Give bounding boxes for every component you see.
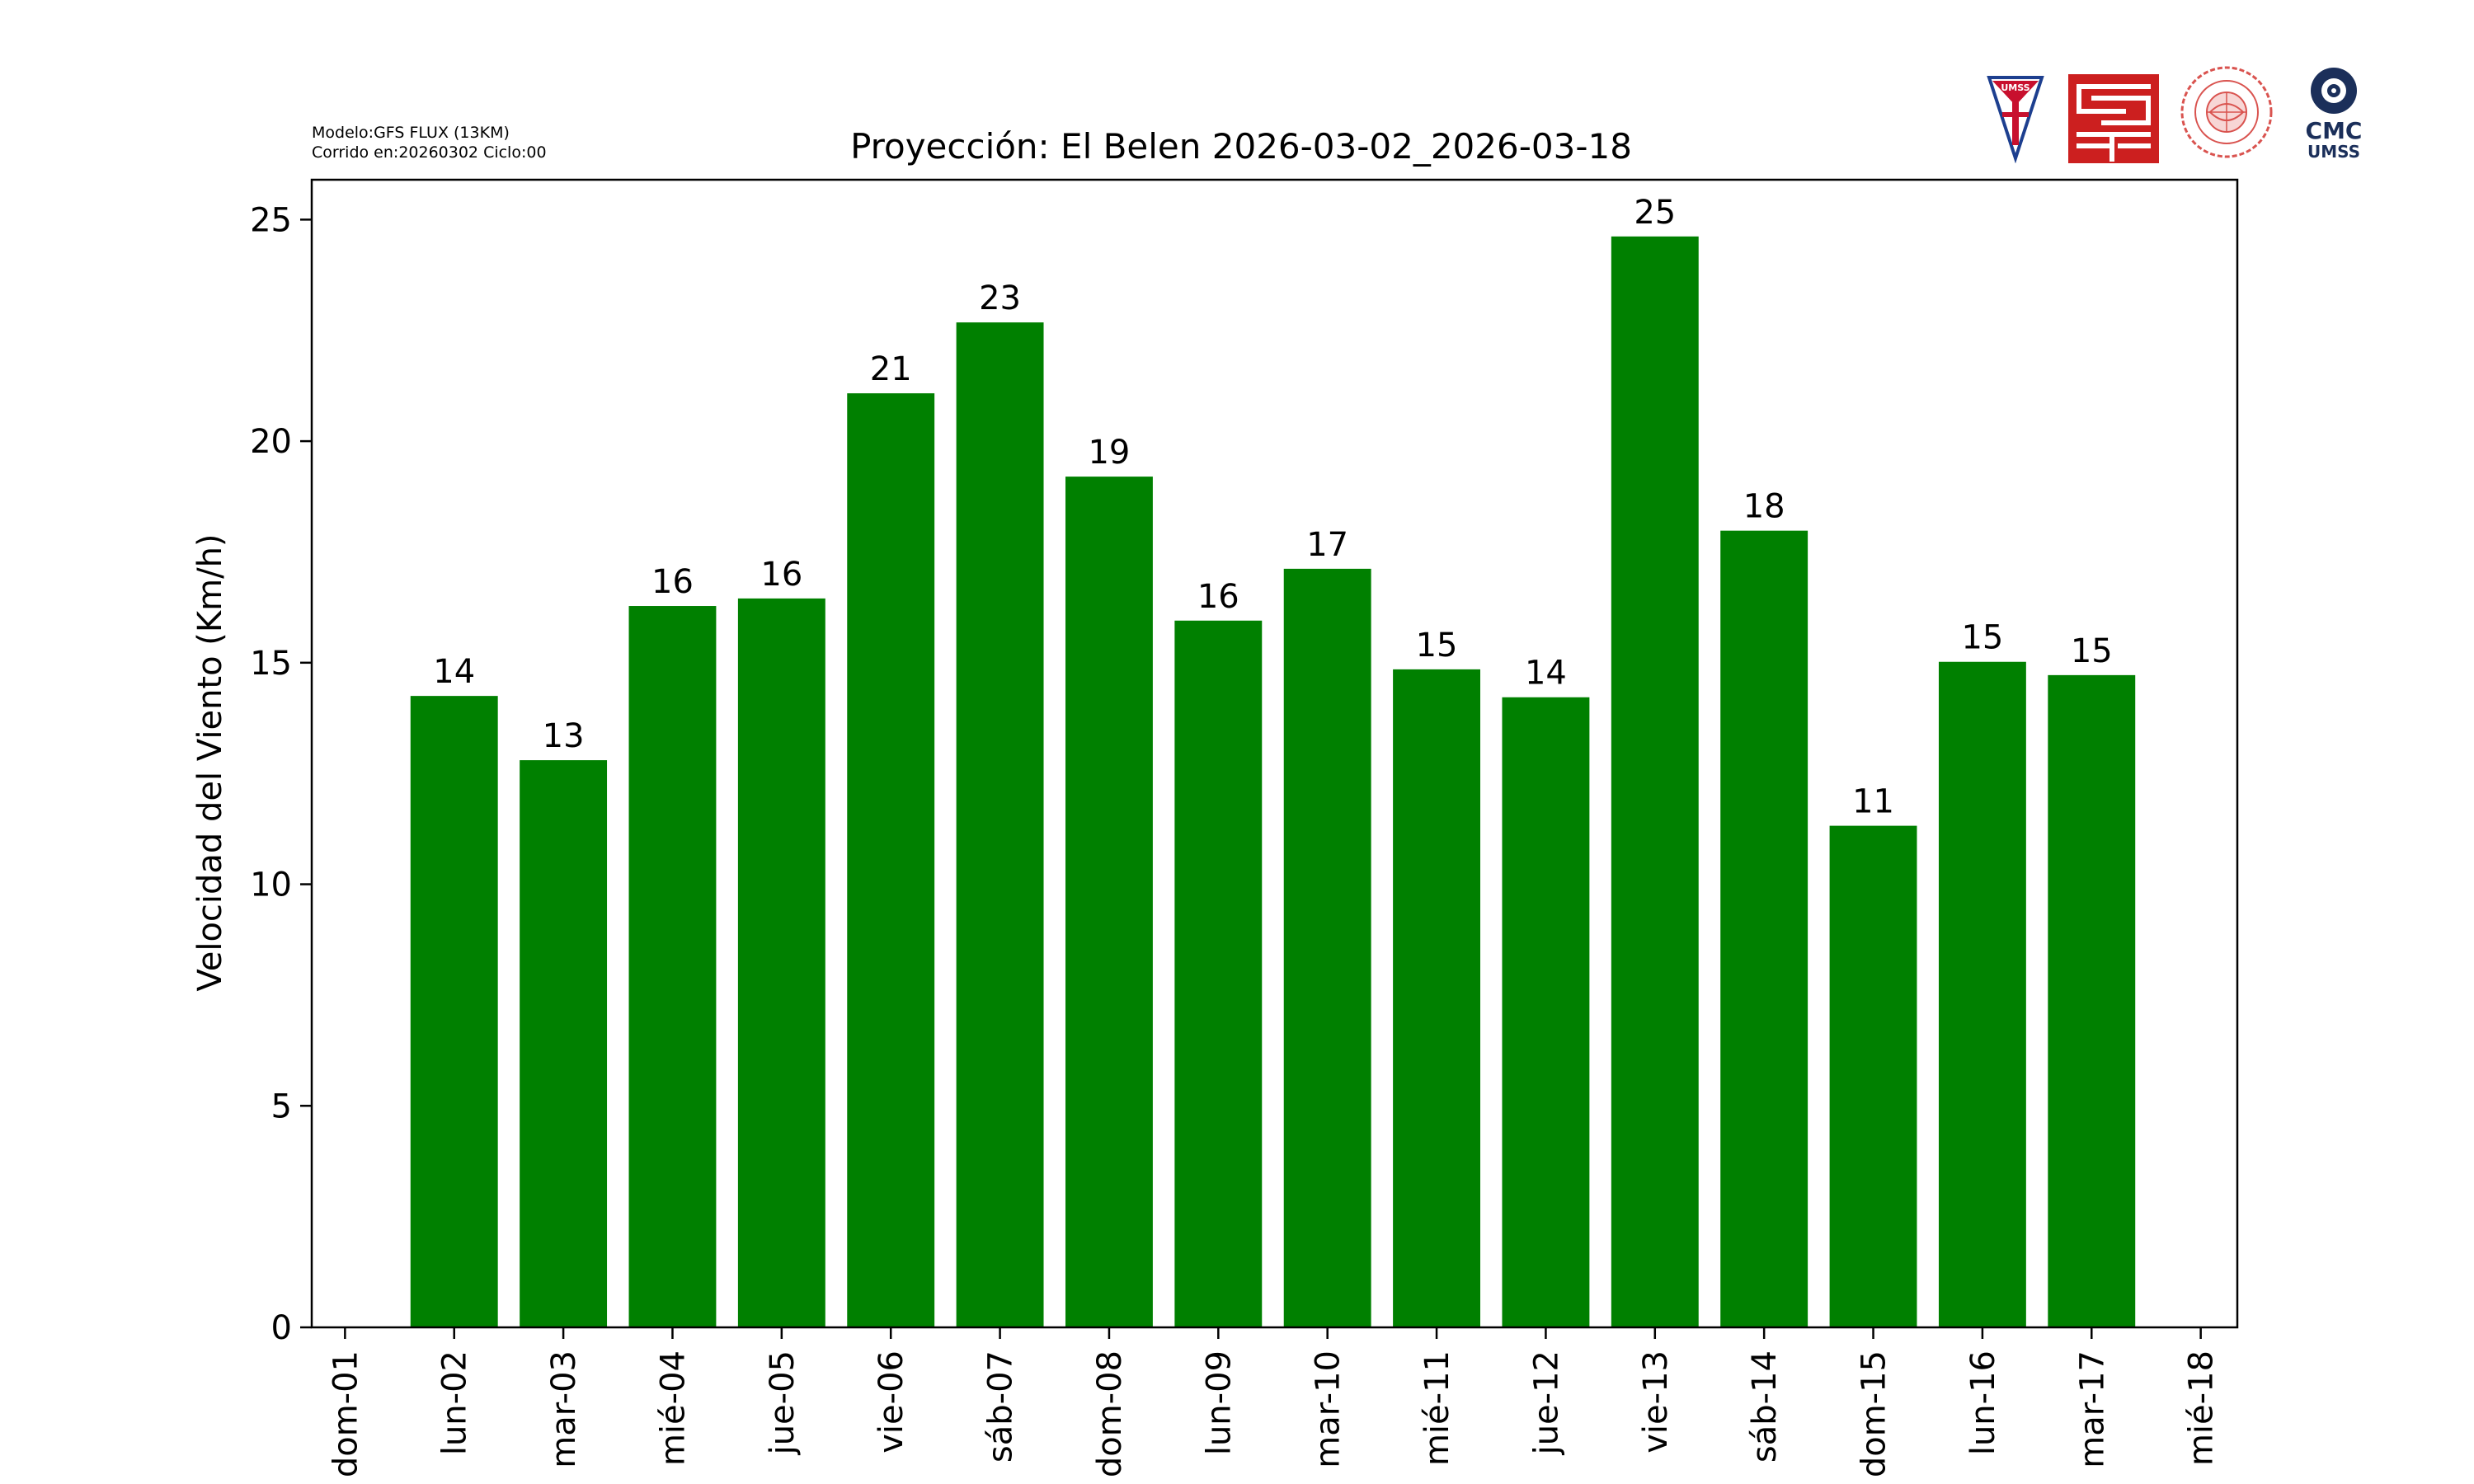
data-label-lun-16: 15 — [1961, 619, 2003, 657]
data-labels-group: 14 13 16 16 21 23 19 16 17 15 14 25 18 11 15 15 — [433, 194, 2112, 821]
bar-vie-13 — [1611, 236, 1699, 1327]
x-tick-label: mié-18 — [2183, 1350, 2221, 1466]
y-tick-label: 20 — [250, 423, 292, 461]
bar-mar-17 — [2048, 674, 2136, 1327]
bar-dom-08 — [1065, 477, 1153, 1327]
data-label-dom-08: 19 — [1088, 434, 1130, 472]
y-tick-label: 5 — [271, 1087, 292, 1125]
data-label-jue-12: 14 — [1525, 655, 1567, 693]
x-tick-label: dom-01 — [327, 1350, 365, 1477]
data-label-mié-04: 16 — [651, 563, 694, 601]
x-tick-label: sáb-14 — [1746, 1350, 1784, 1463]
bar-sáb-14 — [1720, 530, 1808, 1327]
bar-lun-02 — [410, 696, 498, 1327]
bar-sáb-07 — [956, 322, 1044, 1327]
x-tick-label: mar-17 — [2073, 1350, 2111, 1468]
bar-mié-04 — [628, 606, 717, 1327]
data-label-mar-03: 13 — [543, 717, 585, 755]
bar-lun-09 — [1174, 620, 1263, 1327]
data-label-sáb-14: 18 — [1743, 488, 1785, 526]
x-tick-label: dom-15 — [1856, 1350, 1893, 1477]
data-label-lun-09: 16 — [1197, 578, 1239, 616]
bar-mar-03 — [520, 760, 608, 1327]
run-info: Corrido en:20260302 Ciclo:00 — [312, 143, 547, 162]
y-axis: 0 5 10 15 20 25 — [250, 201, 312, 1347]
data-label-lun-02: 14 — [433, 653, 475, 691]
fcyt-logo — [2068, 74, 2159, 163]
x-tick-label: vie-13 — [1637, 1350, 1675, 1453]
x-tick-label: lun-16 — [1964, 1350, 2002, 1455]
cmc-logo-text: CMC — [2306, 117, 2363, 144]
data-label-mar-17: 15 — [2071, 632, 2113, 670]
y-tick-label: 10 — [250, 866, 292, 904]
data-label-vie-06: 21 — [870, 350, 912, 388]
umss-shield-logo: UMSS — [1987, 76, 2044, 163]
bar-jue-05 — [737, 598, 825, 1327]
bars-group — [410, 236, 2136, 1327]
data-label-jue-05: 16 — [760, 556, 802, 594]
plot-frame — [310, 178, 2239, 1329]
bar-mié-11 — [1393, 669, 1481, 1327]
x-tick-label: dom-08 — [1091, 1350, 1129, 1477]
y-tick-label: 15 — [250, 645, 292, 683]
cmc-logo-subtext: UMSS — [2307, 142, 2360, 162]
x-tick-label: mar-03 — [545, 1350, 583, 1468]
x-axis: dom-01 lun-02 mar-03 mié-04 jue-05 vie-06 sáb-… — [327, 1327, 2221, 1477]
umss-logo-text: UMSS — [2001, 82, 2030, 93]
x-tick-label: jue-05 — [764, 1350, 802, 1455]
data-label-dom-15: 11 — [1852, 783, 1894, 821]
data-label-mar-10: 17 — [1306, 526, 1348, 564]
data-label-sáb-07: 23 — [979, 279, 1021, 317]
cmc-umss-logo: CMC UMSS — [2306, 68, 2363, 162]
bar-dom-15 — [1829, 825, 1917, 1327]
x-tick-label: lun-09 — [1200, 1350, 1238, 1455]
chart-title: Proyección: El Belen 2026-03-02_2026-03-… — [850, 126, 1632, 167]
x-tick-label: mié-11 — [1418, 1350, 1456, 1466]
bar-lun-16 — [1938, 661, 2026, 1327]
bar-jue-12 — [1502, 697, 1590, 1327]
y-axis-label: Velocidad del Viento (Km/h) — [191, 533, 229, 991]
x-tick-label: mié-04 — [654, 1350, 692, 1466]
x-tick-label: vie-06 — [872, 1350, 910, 1453]
x-tick-label: mar-10 — [1310, 1350, 1348, 1468]
data-label-mié-11: 15 — [1416, 627, 1458, 665]
y-tick-label: 0 — [271, 1309, 292, 1347]
x-tick-label: jue-12 — [1527, 1350, 1565, 1455]
bar-mar-10 — [1283, 568, 1371, 1327]
bar-vie-06 — [847, 393, 935, 1327]
x-tick-label: sáb-07 — [982, 1350, 1020, 1463]
x-tick-label: lun-02 — [436, 1350, 474, 1455]
model-info: Modelo:GFS FLUX (13KM) — [312, 124, 510, 142]
physics-department-seal — [2180, 66, 2273, 158]
y-tick-label: 25 — [250, 201, 292, 239]
data-label-vie-13: 25 — [1634, 194, 1676, 232]
